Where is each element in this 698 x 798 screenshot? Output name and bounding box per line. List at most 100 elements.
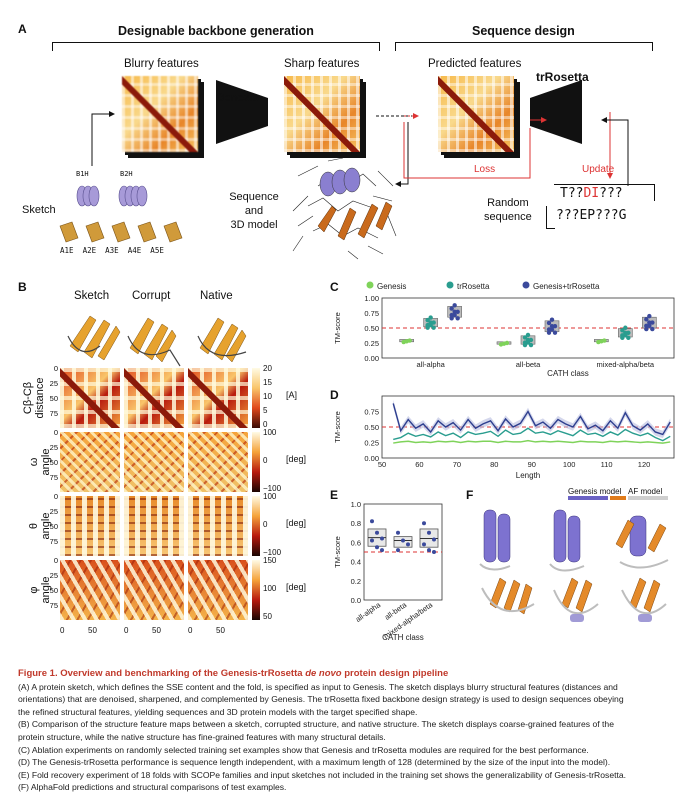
colorbar-tick: 150 [263, 556, 277, 565]
feature-map-r2-c0 [60, 496, 120, 556]
data-point [396, 548, 400, 553]
data-point [452, 309, 457, 314]
colorbar-tick: 0 [263, 420, 268, 429]
caption-line: orientations) that are denoised, sharpen… [18, 694, 624, 705]
protein-3d-model [292, 157, 397, 260]
legend-dot [366, 281, 374, 289]
data-point [428, 315, 433, 320]
y-tick: 0.6 [351, 538, 361, 547]
b-ytick: 25 [49, 443, 58, 452]
b-ytick: 25 [49, 571, 58, 580]
chart-c-ablation: Genesis trRosetta Genesis+trRosetta 0.00 0.2… [333, 281, 675, 378]
col-native: Native [200, 290, 233, 302]
caption-line: (C) Ablation experiments on randomly sel… [18, 744, 589, 755]
data-point [623, 330, 628, 335]
b-ytick: 25 [49, 507, 58, 516]
legend-af-swatch [628, 496, 668, 500]
b1h-label: B1H [76, 170, 89, 178]
map-diagonal [60, 368, 120, 428]
alphafold-structures [479, 509, 669, 622]
x-tick: 70 [453, 460, 461, 469]
data-point [407, 338, 412, 343]
data-point [522, 335, 528, 340]
b-xtick-1-c: 50 [216, 626, 225, 635]
b-xtick-0-a: 0 [60, 626, 65, 635]
data-point [370, 519, 374, 524]
b-ytick: 75 [49, 473, 58, 482]
colorbar-r1 [252, 432, 260, 492]
b-ytick: 75 [49, 601, 58, 610]
feature-map-r3-c1 [124, 560, 184, 620]
legend-label: Genesis [377, 282, 406, 291]
data-point [546, 330, 552, 335]
data-point [647, 313, 652, 319]
data-point [525, 332, 531, 338]
col-corrupt: Corrupt [132, 290, 171, 302]
panel-e-letter: E [330, 488, 339, 502]
b2h-label: B2H [120, 170, 133, 178]
data-point [620, 333, 625, 338]
colorbar-tick: −100 [263, 484, 282, 493]
data-point [602, 338, 607, 343]
predicted-feature-map [438, 76, 514, 152]
caption-line: the refined structural features, yieldin… [18, 706, 418, 717]
b-ytick: 0 [53, 556, 58, 565]
data-point [549, 324, 555, 329]
data-point [626, 335, 631, 341]
b-xtick-0-b: 0 [124, 626, 129, 635]
data-point [370, 538, 374, 543]
data-point [452, 303, 457, 308]
data-point [455, 316, 460, 321]
predicted-features-label: Predicted features [428, 58, 522, 70]
data-point [644, 323, 649, 329]
chart-d-length: 0.00 0.25 0.50 0.75 50 60 70 80 90 100 110 120 TM-sc… [333, 395, 675, 480]
b-ytick: 25 [49, 379, 58, 388]
b-ytick: 75 [49, 537, 58, 546]
panel-b-letter: B [18, 280, 27, 294]
b-ytick: 75 [49, 409, 58, 418]
data-point [428, 320, 433, 325]
data-point [620, 328, 625, 333]
feature-map-r0-c0 [60, 368, 120, 428]
sequence-frame-2 [546, 206, 555, 229]
data-point [432, 537, 436, 542]
data-point [401, 538, 405, 543]
panel-f-letter: F [466, 488, 474, 502]
data-point [396, 530, 400, 535]
legend-af-model: AF model [628, 487, 663, 496]
data-point [647, 320, 652, 325]
caption-line: (A) A protein sketch, which defines the … [18, 681, 618, 692]
colorbar-tick: 0 [263, 520, 268, 529]
sketch-label: Sketch [22, 204, 56, 216]
map-diagonal [124, 368, 184, 428]
sequence-model-label: Sequence and 3D model [229, 191, 279, 231]
panel-a-letter: A [18, 22, 27, 36]
trrosetta-network-icon [530, 80, 582, 144]
caption-line: (B) Comparison of the structure feature … [18, 719, 614, 730]
data-point [546, 327, 552, 332]
data-point [549, 317, 555, 322]
section-sequence-title: Sequence design [472, 24, 575, 38]
data-point [449, 316, 454, 321]
x-tick: all-beta [516, 360, 541, 369]
y-axis-label: TM-score [333, 536, 342, 568]
data-point [431, 325, 436, 330]
colorbar-tick: −100 [263, 548, 282, 557]
data-point [525, 337, 531, 343]
y-tick: 0.4 [351, 558, 361, 567]
feature-map-r0-c2 [188, 368, 248, 428]
sequence-row-1: T??DI??? [560, 186, 623, 201]
data-point [522, 340, 528, 345]
legend-orange-swatch [610, 496, 626, 500]
feature-map-r1-c1 [124, 432, 184, 492]
sharp-feature-map [284, 76, 360, 152]
map-diagonal [188, 368, 248, 428]
sketch-strands [59, 221, 183, 243]
colorbar-tick: 100 [263, 492, 277, 501]
genesis-network-icon [216, 80, 268, 144]
colorbar-tick: 100 [263, 584, 277, 593]
figure-caption: Figure 1. Overview and benchmarking of t… [18, 668, 682, 794]
b-ytick: 0 [53, 492, 58, 501]
y-tick: 0.50 [364, 324, 379, 333]
section-backbone-title: Designable backbone generation [118, 24, 314, 38]
